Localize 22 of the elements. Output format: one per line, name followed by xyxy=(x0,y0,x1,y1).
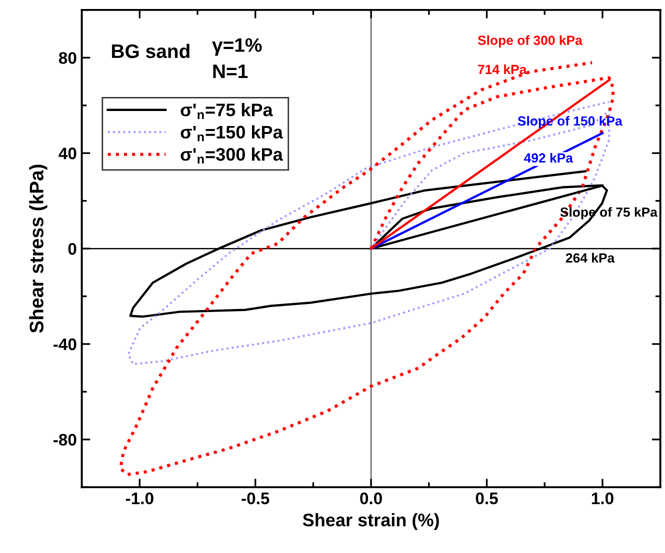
annotation: γ=1% xyxy=(212,38,262,56)
legend-label: σ'$_{n}$=300 kPa xyxy=(180,148,283,164)
annotation: BG sand xyxy=(112,44,190,58)
legend-label: σ'$_{n}$=75 kPa xyxy=(180,103,273,119)
annotation: 492 kPa xyxy=(524,152,574,163)
y-tick-label: 0 xyxy=(68,242,76,255)
y-tick-label: -40 xyxy=(54,338,76,350)
y-tick-label: 80 xyxy=(58,52,76,64)
x-tick-label: 1.0 xyxy=(592,492,614,504)
x-tick-label: 0.5 xyxy=(476,492,498,504)
y-axis-title: Shear stress (kPa) xyxy=(29,164,48,333)
annotation: Slope of 300 kPa xyxy=(478,35,582,48)
x-tick-label: 0.0 xyxy=(360,492,382,504)
y-tick-label: 40 xyxy=(58,148,76,160)
legend-label: σ'$_{n}$=150 kPa xyxy=(180,125,283,142)
x-tick-label: -1.0 xyxy=(126,492,154,504)
y-tick-label: -80 xyxy=(54,434,76,446)
x-axis-title: Shear strain (%) xyxy=(302,513,439,530)
annotation: 714 kPa xyxy=(478,64,527,74)
annotation: N=1 xyxy=(213,64,248,78)
annotation: 264 kPa xyxy=(566,252,615,263)
x-tick-label: -0.5 xyxy=(242,492,270,504)
